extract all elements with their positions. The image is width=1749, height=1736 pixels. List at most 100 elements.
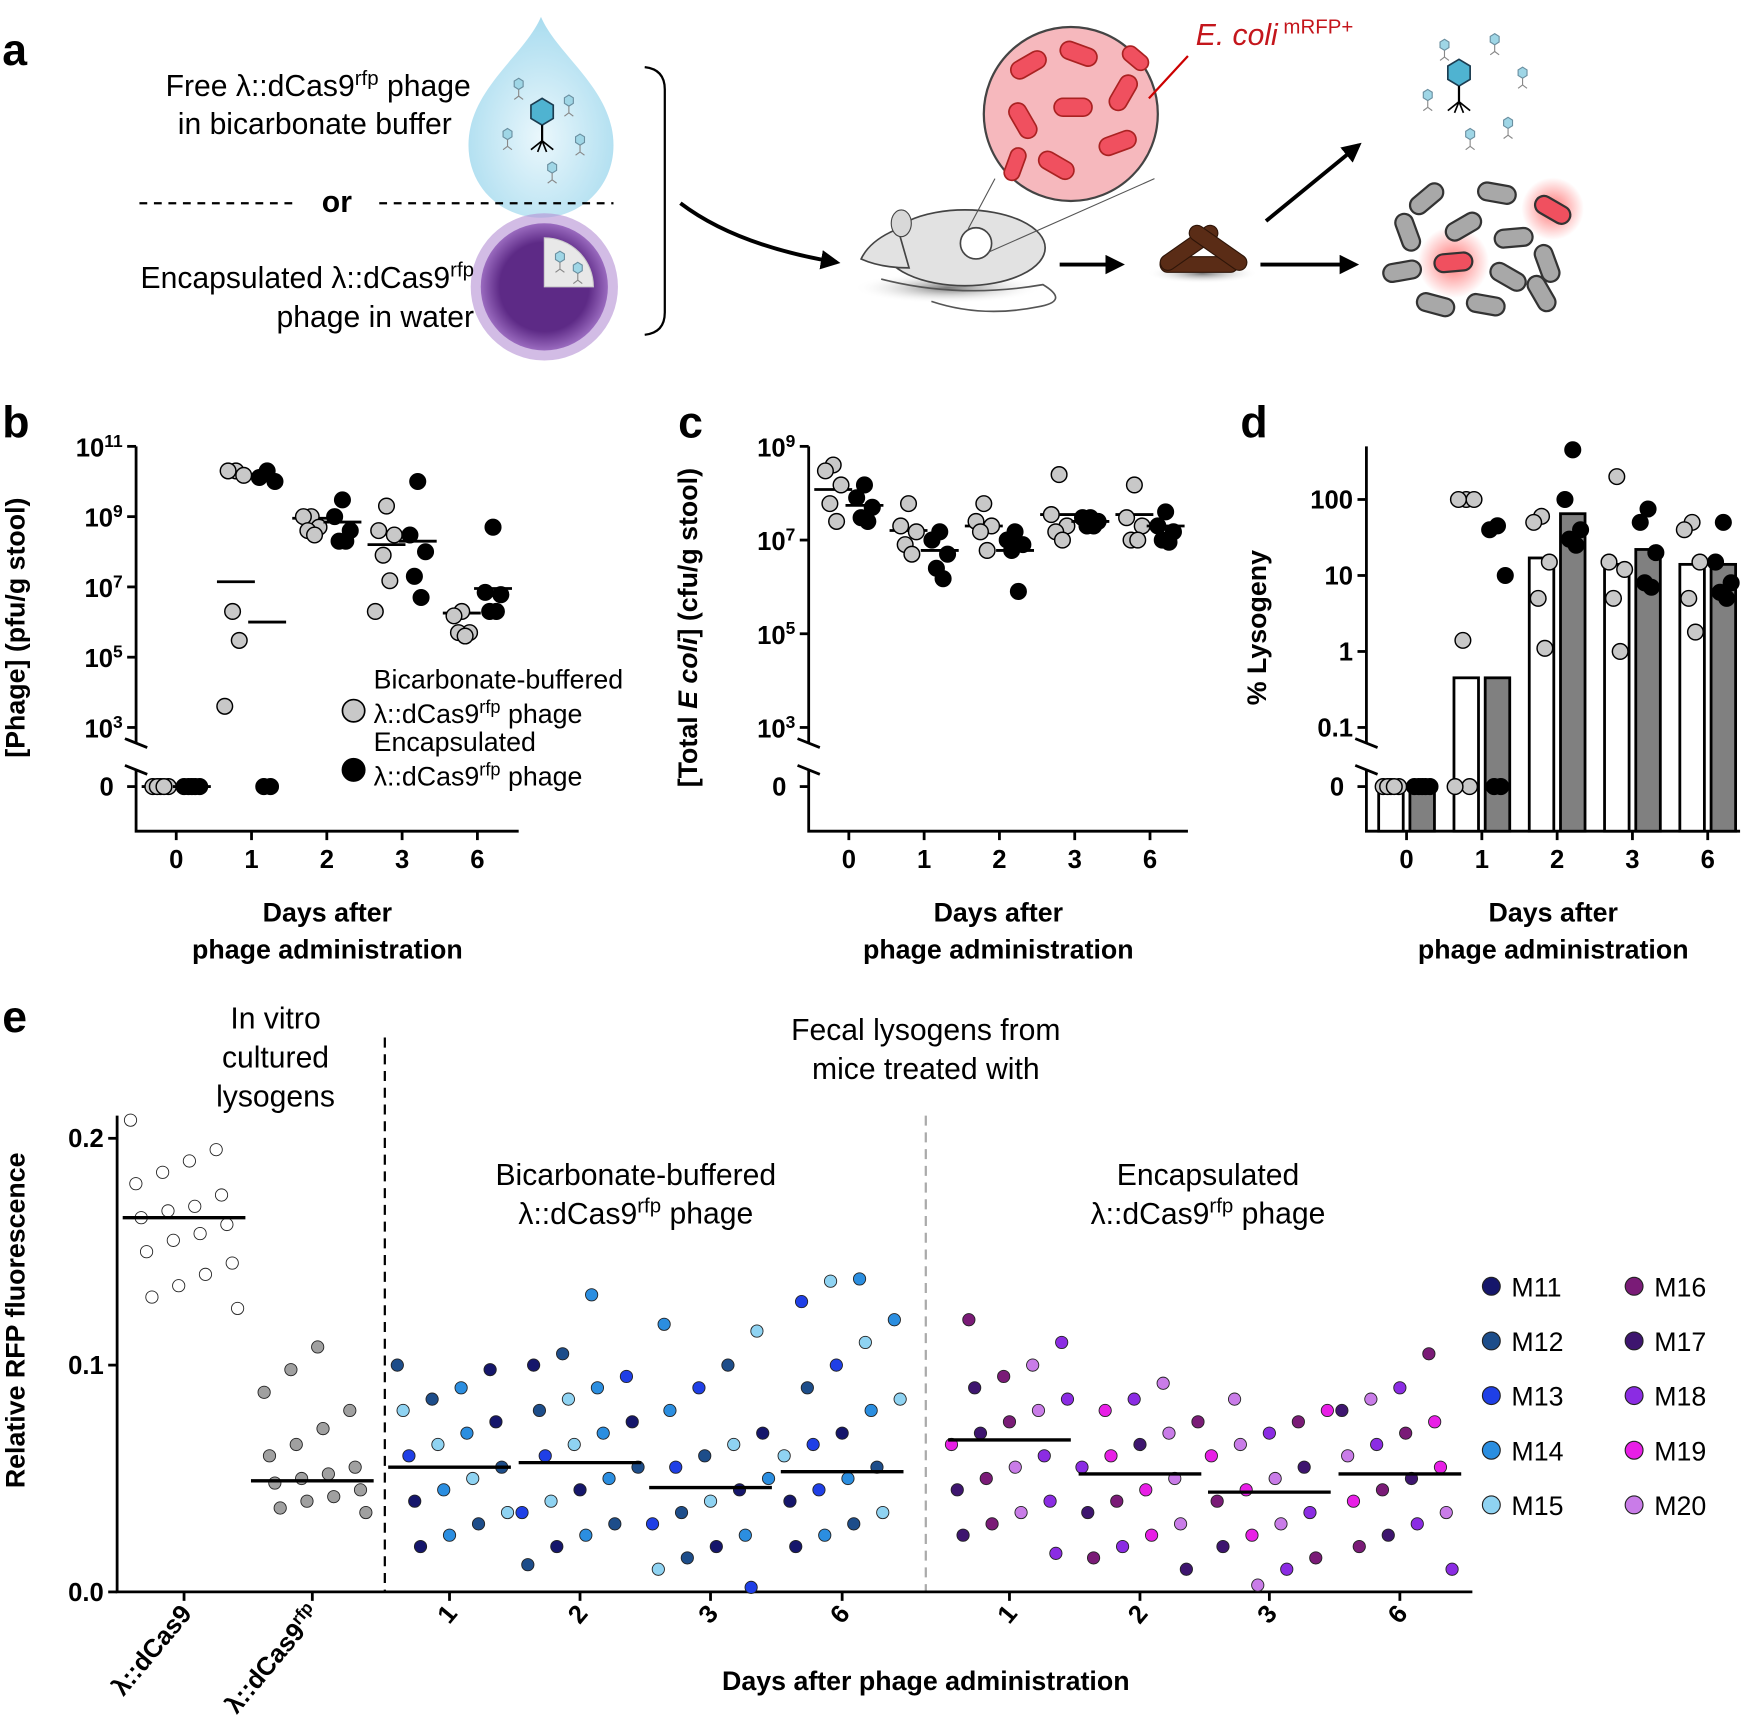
data-point <box>1104 1449 1118 1463</box>
y-axis <box>807 446 1188 833</box>
data-point <box>1454 631 1472 649</box>
data-point <box>289 1437 303 1452</box>
legend-marker <box>1481 1386 1501 1406</box>
legend-label: M20 <box>1654 1491 1706 1521</box>
data-point <box>182 1154 196 1168</box>
data-point <box>1718 589 1736 607</box>
data-point <box>366 602 384 621</box>
data-point <box>709 1539 723 1554</box>
text-part: 10 <box>757 715 786 743</box>
data-point <box>487 602 505 621</box>
legend-label: M14 <box>1511 1436 1563 1466</box>
data-point <box>1364 1392 1378 1406</box>
x-tick-label: 3 <box>395 846 409 874</box>
data-point <box>1567 536 1585 554</box>
arrow <box>1264 142 1362 223</box>
data-point <box>1210 1494 1224 1508</box>
data-point <box>1446 778 1464 796</box>
data-point <box>1370 1437 1384 1452</box>
data-point <box>209 1143 223 1157</box>
data-point <box>538 1449 552 1463</box>
data-point <box>561 1392 576 1406</box>
text-part: λ::dCas9 <box>518 1198 637 1231</box>
data-point <box>412 588 430 607</box>
data-point <box>1125 476 1143 494</box>
y-tick-label: 1011 <box>76 431 123 463</box>
x-tick-label: λ::dCas9rfp <box>217 1598 326 1719</box>
x-axis-title: Days after phage administration <box>722 1666 1130 1696</box>
data-point <box>818 1528 832 1542</box>
data-point <box>596 1426 610 1440</box>
legend-label: M15 <box>1511 1491 1563 1521</box>
text-part: 7 <box>786 525 796 545</box>
data-point <box>1173 1517 1188 1531</box>
data-point <box>139 1245 154 1259</box>
legend-marker <box>1624 1386 1644 1406</box>
data-point <box>979 1471 993 1486</box>
data-point <box>527 1358 541 1372</box>
arrow <box>679 201 841 270</box>
data-point <box>454 1381 468 1395</box>
y-tick-label: 0.1 <box>68 1352 104 1380</box>
axis-break <box>124 737 148 776</box>
data-point <box>619 1369 634 1384</box>
phage-icon <box>1439 38 1450 61</box>
data-point <box>161 1204 175 1218</box>
legend-marker <box>1481 1331 1501 1351</box>
x-tick-label: 2 <box>1123 1600 1154 1629</box>
zoom-line <box>967 178 1155 253</box>
data-point <box>224 602 242 621</box>
data-point <box>405 567 423 585</box>
axis-break <box>797 737 821 776</box>
data-point <box>1416 778 1435 796</box>
section-header: lysogens <box>216 1081 335 1114</box>
data-point <box>968 1381 982 1395</box>
y-tick-label: 0.0 <box>68 1579 104 1607</box>
text-part: 10 <box>757 528 786 556</box>
data-point <box>1433 1460 1448 1474</box>
data-point <box>828 512 846 530</box>
data-point <box>1157 503 1175 521</box>
data-point <box>1085 517 1103 535</box>
legend-label: M17 <box>1654 1327 1706 1357</box>
data-point <box>321 1467 335 1481</box>
x-axis-title: phage administration <box>863 934 1134 964</box>
data-point <box>794 1295 809 1309</box>
y-tick-label: 107 <box>84 571 122 603</box>
data-point <box>1075 1460 1089 1474</box>
data-point <box>1707 553 1725 571</box>
data-point <box>625 1415 639 1429</box>
data-point <box>1385 778 1403 796</box>
text-part: rfp <box>1209 1195 1233 1218</box>
data-point <box>471 1517 486 1531</box>
bar <box>1483 676 1512 833</box>
data-point <box>1381 1528 1395 1542</box>
x-tick-label: 3 <box>1252 1600 1283 1629</box>
data-point <box>823 1274 838 1288</box>
data-point <box>645 1517 660 1531</box>
data-point <box>521 1558 535 1572</box>
data-point <box>294 508 312 526</box>
data-point <box>852 1272 867 1286</box>
data-point <box>1133 1437 1147 1452</box>
panel-label: e <box>2 993 27 1042</box>
legend-label: M18 <box>1654 1382 1706 1412</box>
legend-label: Bicarbonate-buffered <box>374 664 624 694</box>
data-point <box>1144 1528 1159 1542</box>
x-tick-label: 2 <box>563 1600 594 1629</box>
data-point <box>437 1483 451 1497</box>
data-point <box>1049 1546 1063 1560</box>
x-tick-label: 6 <box>1701 846 1715 874</box>
phage-icon <box>1517 66 1528 89</box>
data-point <box>311 1340 325 1354</box>
legend-label: M16 <box>1654 1272 1706 1302</box>
data-point <box>381 572 399 590</box>
text-part: phage <box>379 70 471 103</box>
phage-icon <box>1489 33 1500 56</box>
text-part: 10 <box>757 622 786 650</box>
data-point <box>1346 1494 1361 1508</box>
data-point <box>532 1403 547 1418</box>
x-tick-label: 6 <box>1383 1600 1414 1629</box>
data-point <box>1439 1505 1453 1520</box>
legend-label: M12 <box>1511 1327 1563 1357</box>
